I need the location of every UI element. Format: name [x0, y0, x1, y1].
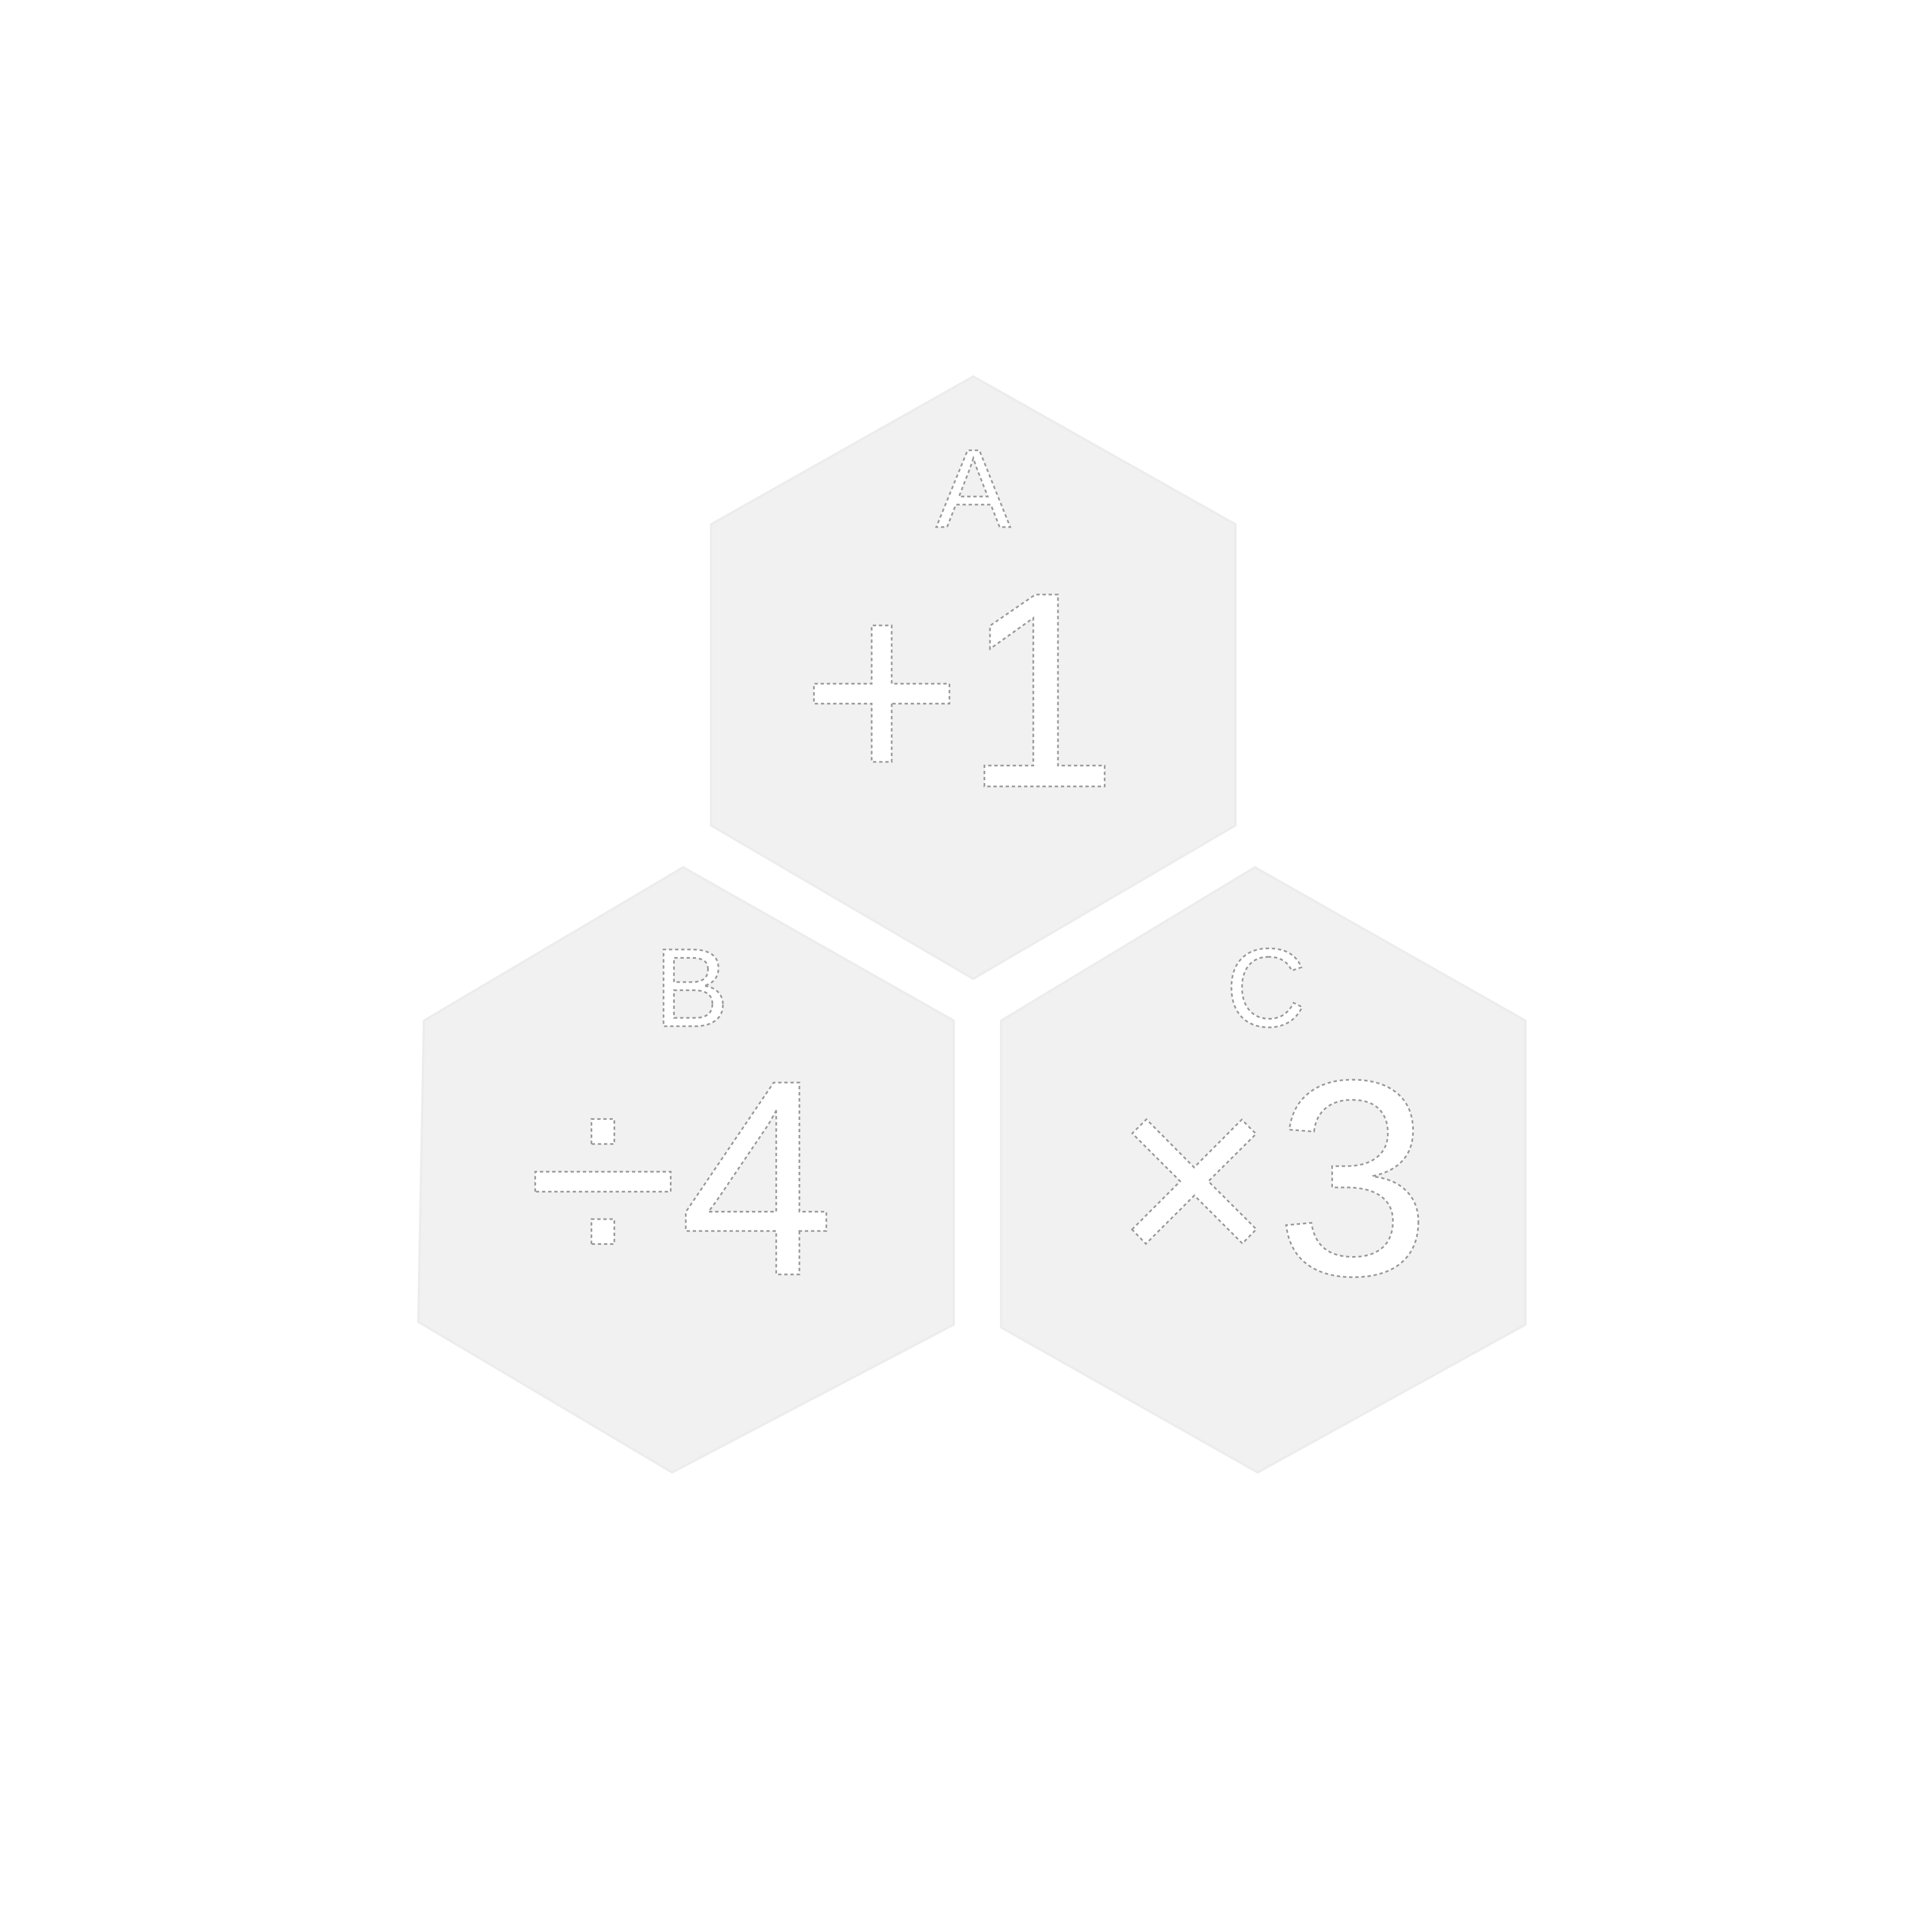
hex-tile-b[interactable]: B ÷4 [417, 866, 955, 1474]
hex-tile-a-operation: +1 [800, 534, 1118, 846]
hex-tile-a[interactable]: A +1 [710, 375, 1237, 980]
hex-tile-c-letter: C [1226, 926, 1306, 1050]
hex-tile-c-shape [1000, 866, 1527, 1474]
hex-tile-c[interactable]: C ×3 [1000, 866, 1527, 1474]
hex-tile-b-operation: ÷4 [527, 1022, 835, 1334]
hex-tile-a-shape [710, 375, 1237, 980]
hex-tile-b-shape [417, 866, 955, 1474]
hex-tile-a-letter: A [936, 427, 1011, 551]
hex-tile-c-operation: ×3 [1113, 1022, 1431, 1334]
hex-tile-b-letter: B [654, 926, 728, 1050]
